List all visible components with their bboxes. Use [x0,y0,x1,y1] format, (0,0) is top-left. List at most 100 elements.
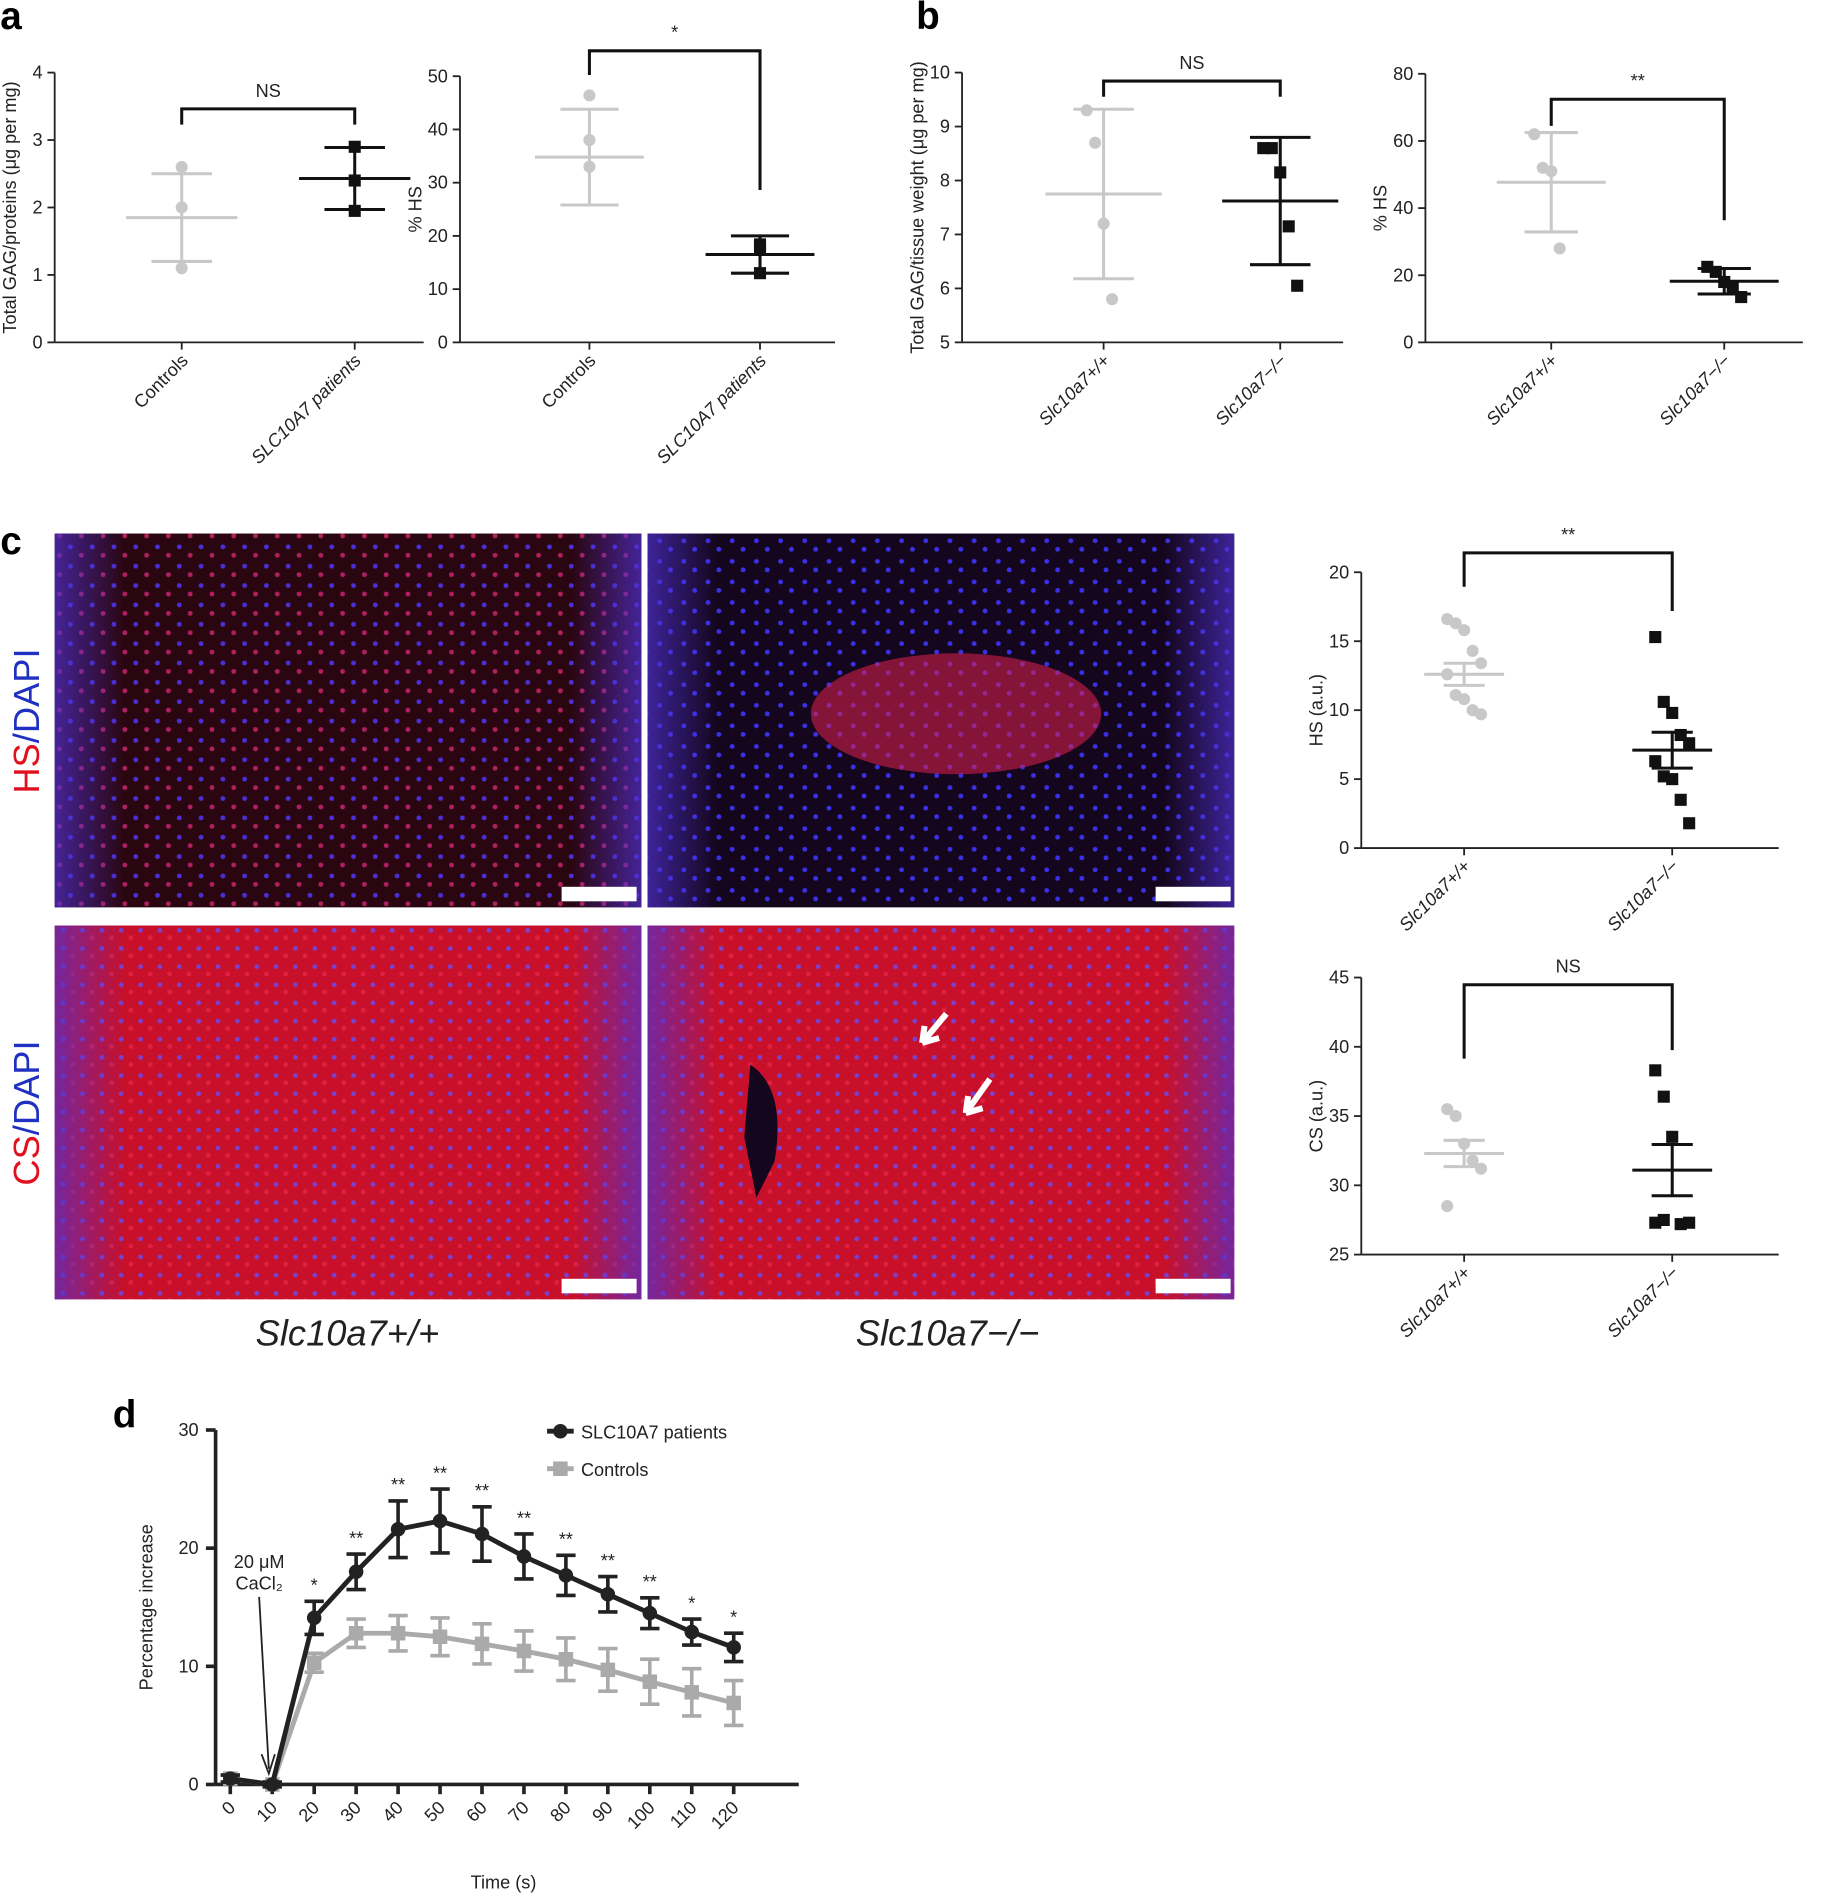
stain: CS [6,1135,47,1185]
significance-label: ** [517,1508,531,1528]
legend-marker [553,1461,568,1476]
y-tick-label: 25 [1329,1245,1349,1265]
data-point [1657,1213,1670,1227]
data-point [1466,1154,1479,1167]
y-axis-label: % HS [405,186,425,232]
y-tick-label: 6 [940,278,950,298]
x-tick-label: 60 [462,1797,490,1825]
data-point [1274,166,1287,179]
data-point [1449,1110,1462,1123]
data-point [1458,693,1471,706]
significance-label: * [311,1576,318,1596]
data-point [175,262,188,275]
data-point [1282,220,1295,233]
y-axis-label: Total GAG/proteins (μg per mg) [0,81,20,333]
data-point [175,160,188,174]
data-point [306,1655,322,1671]
data-point [1089,136,1102,149]
x-tick-label: 0 [218,1797,239,1818]
data-point [558,1568,574,1583]
data-point [1441,1103,1454,1116]
x-tick-label: Slc10a7−/− [1603,856,1682,935]
data-point [1441,1200,1454,1213]
data-point [474,1636,490,1652]
x-axis-label: Time (s) [471,1873,537,1893]
y-tick-label: 50 [428,66,448,86]
x-tick-label: Controls [538,350,600,412]
micrograph-gap [744,1064,778,1198]
column-label: Slc10a7+/+ [256,1312,440,1353]
scale-bar [1155,1278,1231,1294]
y-tick-label: 80 [1393,64,1413,84]
data-point [583,134,596,147]
data-point [348,204,361,217]
data-point [1683,817,1696,830]
legend-label: SLC10A7 patients [581,1422,727,1442]
y-tick-label: 10 [930,63,950,83]
significance-label: ** [1631,71,1645,91]
significance-bracket [587,49,762,190]
data-point [1649,1064,1662,1077]
y-tick-label: 30 [1329,1175,1349,1195]
x-tick-label: 80 [546,1797,574,1825]
x-tick-label: SLC10A7 patients [653,350,770,467]
data-point [348,140,361,153]
significance-bracket [1462,983,1674,1059]
y-tick-label: 20 [428,226,448,246]
data-point [474,1526,490,1542]
data-point [175,201,188,214]
data-point [1291,279,1304,292]
x-tick-label: Slc10a7+/+ [1395,1263,1474,1342]
y-tick-label: 0 [1403,332,1413,352]
arrow-annotation: 20 μM [234,1552,285,1572]
data-point [348,174,361,187]
data-point [432,1513,448,1529]
significance-bracket [1549,97,1726,221]
panel-label: c [0,520,22,563]
x-tick-label: 110 [666,1797,701,1832]
x-tick-label: Slc10a7−/− [1655,350,1734,429]
y-tick-label: 10 [178,1656,198,1676]
y-tick-label: 30 [178,1420,198,1440]
data-point [583,89,596,102]
significance-label: ** [475,1481,489,1501]
data-point [684,1685,700,1700]
stain: HS [6,743,47,793]
significance-label: * [730,1608,737,1628]
data-point [753,267,767,280]
y-tick-label: 30 [428,173,448,193]
x-tick-label: 20 [295,1797,323,1825]
data-point [684,1624,700,1640]
y-tick-label: 3 [32,130,42,150]
y-tick-label: 40 [1329,1037,1349,1057]
y-tick-label: 40 [1393,198,1413,218]
y-tick-label: 45 [1329,968,1349,988]
data-point [1709,265,1722,278]
x-tick-label: Slc10a7+/+ [1482,350,1561,429]
counterstain: DAPI [6,648,47,733]
data-point [1466,644,1479,657]
data-point [642,1605,658,1621]
y-axis-label: CS (a.u.) [1307,1080,1327,1153]
row-label: CS/DAPI [6,1040,47,1185]
annotation-arrow [258,1596,276,1777]
data-point [1528,128,1541,141]
data-point [264,1777,280,1792]
scale-bar [561,1278,637,1294]
data-point [1475,1162,1488,1175]
x-tick-label: 100 [623,1797,659,1833]
x-tick-label: Slc10a7+/+ [1395,856,1474,935]
data-point [1097,217,1110,230]
data-point [1106,293,1119,306]
data-point [726,1640,741,1655]
data-point [600,1586,616,1602]
panel-label: d [113,1394,137,1437]
significance-label: * [671,23,678,43]
data-point [1545,165,1558,178]
x-tick-label: 40 [379,1797,407,1825]
y-axis-label: Percentage increase [137,1524,157,1690]
significance-label: NS [1179,53,1204,73]
micrograph-edge [54,533,642,908]
significance-label: ** [559,1530,573,1550]
